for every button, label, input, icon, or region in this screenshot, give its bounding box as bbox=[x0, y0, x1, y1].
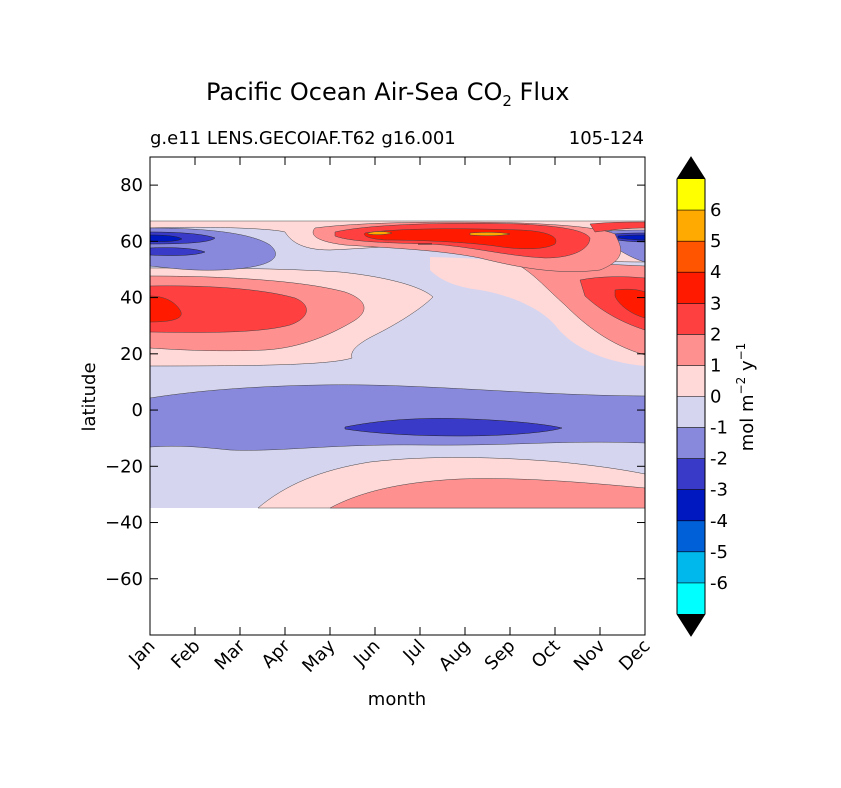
field-north-east-3-to-4 bbox=[614, 288, 645, 319]
y-axis: 80 60 40 20 0 −20 −40 −60 bbox=[105, 175, 645, 590]
colorbar-label: mol m−2 y−1 bbox=[734, 343, 758, 452]
colorbar-tick-label: 1 bbox=[710, 355, 721, 376]
plot-frame bbox=[149, 156, 646, 636]
colorbar-tick-label: 5 bbox=[710, 231, 721, 252]
y-tick-label: −40 bbox=[105, 513, 143, 534]
colorbar-segment bbox=[677, 365, 705, 397]
chart-title-subscript: 2 bbox=[502, 92, 512, 110]
colorbar-extend-top bbox=[677, 157, 705, 179]
field-highlat-east-2 bbox=[589, 221, 645, 233]
colorbar-tick-label: -2 bbox=[710, 449, 728, 470]
chart-title: Pacific Ocean Air-Sea CO2 Flux bbox=[206, 78, 569, 110]
x-tick-label: Nov bbox=[570, 635, 610, 675]
x-tick-label: Dec bbox=[615, 636, 654, 675]
colorbar-tick-label: -4 bbox=[710, 511, 728, 532]
colorbar-segment bbox=[677, 334, 705, 366]
colorbar-tick-label: 4 bbox=[710, 262, 721, 283]
colorbar-tick-label: -5 bbox=[710, 542, 728, 563]
field-equatorial-band bbox=[150, 384, 645, 451]
x-tick-label: Jul bbox=[399, 636, 430, 667]
colorbar-segment bbox=[677, 582, 705, 615]
y-tick-label: −20 bbox=[105, 456, 143, 477]
colorbar-segment bbox=[677, 272, 705, 304]
y-tick-label: 40 bbox=[120, 288, 143, 309]
colorbar-extend-bottom bbox=[677, 614, 705, 636]
colorbar-segment bbox=[677, 303, 705, 335]
colorbar-tick-label: 3 bbox=[710, 293, 721, 314]
colorbar-label-exp1: −2 bbox=[734, 377, 748, 395]
colorbar-tick-label: 2 bbox=[710, 324, 721, 345]
chart-title-end: Flux bbox=[512, 78, 570, 106]
x-tick-label: Apr bbox=[258, 635, 295, 672]
colorbar-tick-label: -1 bbox=[710, 418, 728, 439]
colorbar-outline bbox=[676, 156, 706, 637]
y-tick-label: 20 bbox=[120, 344, 143, 365]
field-equatorial-core bbox=[344, 418, 563, 437]
y-axis-label: latitude bbox=[79, 362, 100, 431]
chart-subtitle-left: g.e11 LENS.GECOIAF.T62 g16.001 bbox=[150, 128, 456, 149]
field-highlat-west-neg2b bbox=[150, 247, 206, 256]
y-tick-label: −60 bbox=[105, 569, 143, 590]
colorbar-tick-label: -3 bbox=[710, 480, 728, 501]
x-tick-label: Feb bbox=[167, 636, 204, 673]
colorbar-segment bbox=[677, 210, 705, 242]
x-tick-label: Mar bbox=[211, 635, 250, 674]
colorbar-segment bbox=[677, 551, 705, 584]
y-tick-label: 60 bbox=[120, 231, 143, 252]
colorbar-tick-label: -6 bbox=[710, 573, 728, 594]
colorbar-segment bbox=[677, 179, 705, 211]
colorbar-segment bbox=[677, 427, 705, 460]
x-tick-label: Oct bbox=[528, 636, 565, 673]
x-tick-label: May bbox=[298, 635, 339, 676]
field-north-2-to-3 bbox=[150, 285, 307, 333]
colorbar-segment bbox=[677, 458, 705, 491]
colorbar-label-mid: y bbox=[737, 360, 758, 377]
colorbar-label-exp2: −1 bbox=[734, 343, 748, 361]
x-tick-label: Jan bbox=[124, 636, 159, 671]
field-north-3-to-4 bbox=[150, 295, 182, 323]
contour-field bbox=[150, 220, 645, 509]
colorbar-tick-label: 6 bbox=[710, 200, 721, 221]
chart-title-main: Pacific Ocean Air-Sea CO bbox=[206, 78, 502, 106]
x-tick-label: Jun bbox=[349, 636, 384, 671]
colorbar-segment bbox=[677, 241, 705, 273]
colorbar-segment bbox=[677, 489, 705, 522]
x-tick-label: Sep bbox=[481, 636, 520, 675]
y-tick-label: 80 bbox=[120, 175, 143, 196]
field-south-1-to-2 bbox=[329, 478, 645, 509]
field-highlat-east-neg3 bbox=[617, 234, 645, 241]
x-tick-label: Aug bbox=[435, 636, 475, 676]
colorbar-tick-label: 0 bbox=[710, 387, 721, 408]
x-axis-label: month bbox=[368, 689, 426, 710]
y-tick-label: 0 bbox=[132, 400, 143, 421]
field-highlat-4-to-5 bbox=[367, 231, 511, 236]
colorbar-segment bbox=[677, 520, 705, 553]
colorbar: 6 5 4 3 2 1 0 -1 -2 -3 -4 -5 -6 bbox=[676, 156, 728, 637]
colorbar-segment bbox=[677, 396, 705, 429]
colorbar-label-main: mol m bbox=[737, 394, 758, 451]
chart-subtitle-right: 105-124 bbox=[569, 128, 644, 149]
